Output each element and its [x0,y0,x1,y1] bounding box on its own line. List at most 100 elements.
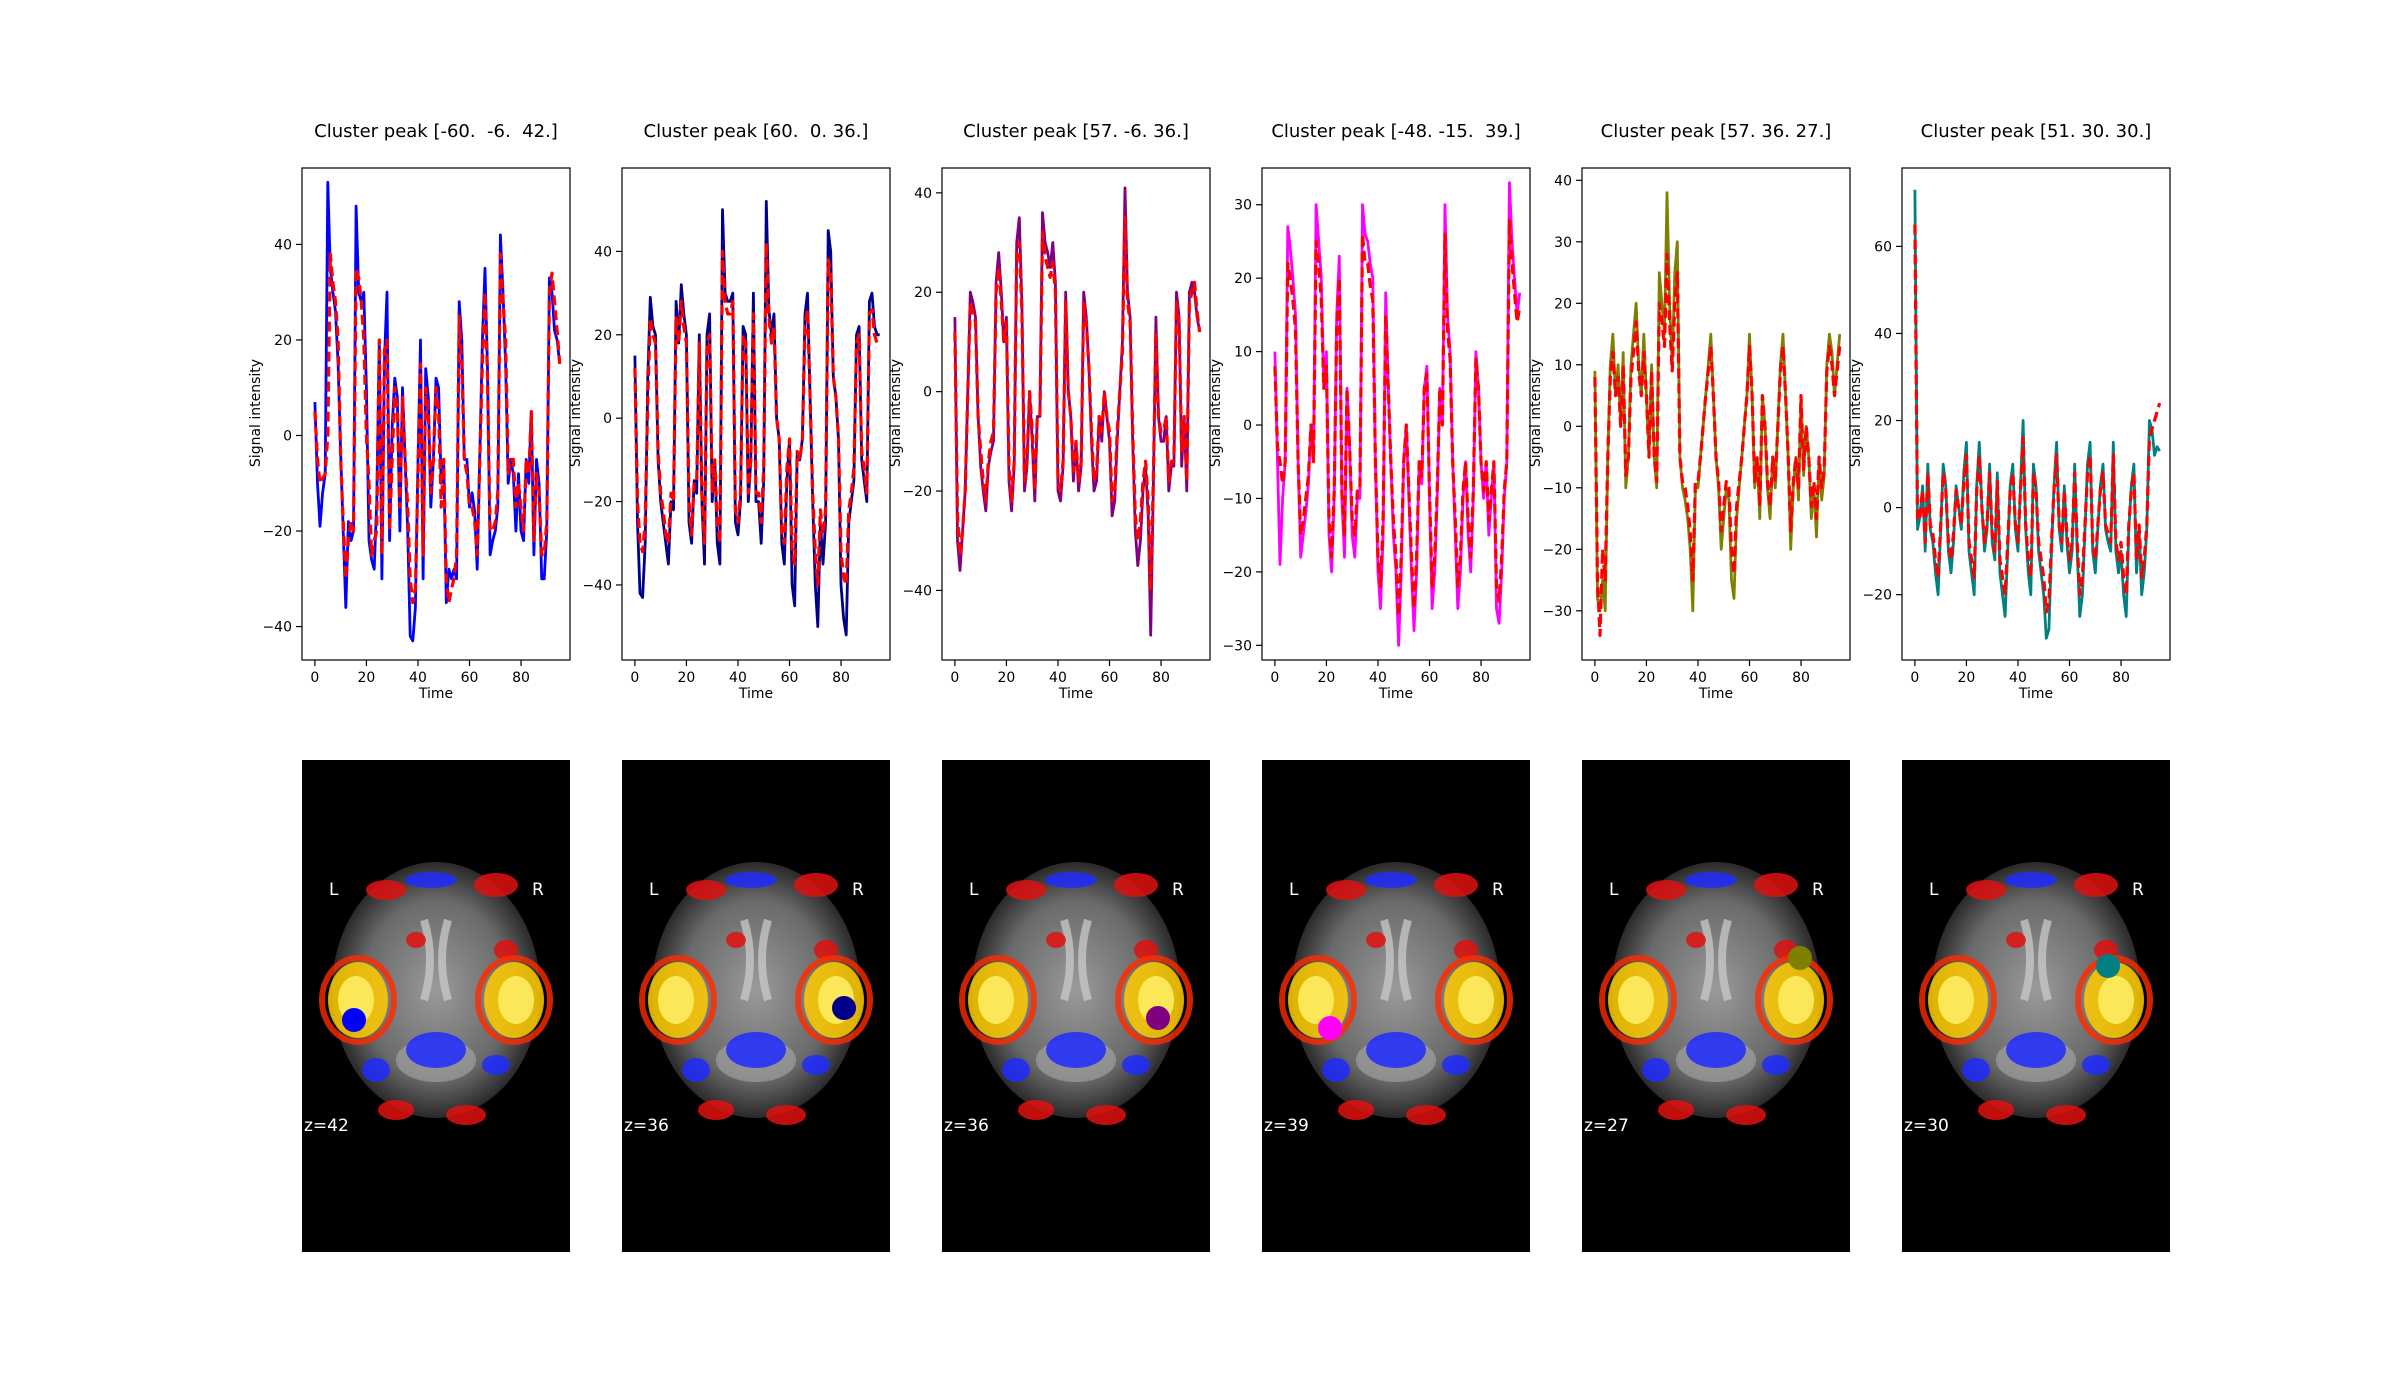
activation-blob [1458,976,1494,1024]
activation-blob [474,873,518,897]
chart-title: Cluster peak [-60. -6. 42.] [314,121,558,142]
activation-blob [1646,880,1686,900]
activation-blob [725,872,777,888]
x-tick-label: 80 [832,670,850,686]
activation-blob [2074,873,2118,897]
y-tick-label: 20 [594,328,612,344]
x-tick-label: 0 [1270,670,1279,686]
activation-blob [362,1058,390,1082]
x-tick-label: 0 [1910,670,1919,686]
cluster-peak-marker [2096,954,2120,978]
brain-slice [1612,862,1820,1118]
y-tick-label: −30 [1222,638,1252,654]
brain-image [639,862,873,1125]
x-tick-label: 80 [2112,670,2130,686]
y-tick-label: 0 [923,385,932,401]
plot-frame [1581,167,1851,661]
right-orientation-label: R [1492,880,1504,900]
activation-blob [1002,1058,1030,1082]
activation-blob [1366,1032,1426,1068]
x-tick-label: 40 [729,670,747,686]
y-tick-label: 0 [1883,501,1892,517]
y-tick-label: 20 [914,285,932,301]
chart-title: Cluster peak [57. 36. 27.] [1600,121,1832,142]
cluster-peak-marker [832,996,856,1020]
brain-image [1279,862,1513,1125]
y-axis-label: Signal intensity [888,358,904,468]
y-tick-label: 0 [603,411,612,427]
slice-coordinate-label: z=36 [624,1116,669,1136]
y-tick-label: 0 [1563,419,1572,435]
activation-blob [1686,932,1706,948]
activation-blob [1326,880,1366,900]
activation-blob [1018,1100,1054,1120]
activation-blob [1642,1058,1670,1082]
activation-blob [726,932,746,948]
activation-blob [1134,940,1158,960]
x-tick-label: 40 [1049,670,1067,686]
chart-title: Cluster peak [-48. -15. 39.] [1271,121,1521,142]
activation-blob [1045,872,1097,888]
line-chart: 0 20 40 60 80 −30 −20 −10 0 10 20 30 [1222,167,1531,686]
y-tick-label: 40 [1874,326,1892,342]
plot-frame [301,167,571,661]
activation-blob [406,1032,466,1068]
activation-blob [1114,873,1158,897]
activation-blob [658,976,694,1024]
y-tick-label: −20 [1862,588,1892,604]
brain-image [1599,862,1833,1125]
activation-blob [1366,932,1386,948]
y-tick-label: −20 [262,524,292,540]
activation-blob [1365,872,1417,888]
activation-blob [2082,1055,2110,1075]
activation-blob [1754,873,1798,897]
right-orientation-label: R [852,880,864,900]
cluster-peak-marker [1146,1006,1170,1030]
y-tick-label: 20 [1874,414,1892,430]
y-tick-label: 20 [1554,296,1572,312]
activation-blob [1962,1058,1990,1082]
activation-blob [1046,932,1066,948]
x-tick-label: 60 [1101,670,1119,686]
y-tick-label: 0 [283,428,292,444]
right-orientation-label: R [1172,880,1184,900]
activation-blob [1046,1032,1106,1068]
left-orientation-label: L [1609,880,1619,900]
activation-blob [1938,976,1974,1024]
x-axis-label: Time [738,686,774,702]
activation-blob [698,1100,734,1120]
x-tick-label: 0 [1590,670,1599,686]
x-tick-label: 20 [998,670,1016,686]
x-tick-label: 80 [512,670,530,686]
brain-slice [1932,862,2140,1118]
left-orientation-label: L [329,880,339,900]
plot-frame [941,167,1211,661]
activation-blob [1006,880,1046,900]
y-tick-label: −40 [262,620,292,636]
chart-title: Cluster peak [51. 30. 30.] [1920,121,2152,142]
activation-blob [2046,1105,2086,1125]
y-tick-label: −10 [1222,491,1252,507]
activation-blob [1726,1105,1766,1125]
x-axis-label: Time [1698,686,1734,702]
plot-frame [621,167,891,661]
chart-title: Cluster peak [60. 0. 36.] [643,121,869,142]
activation-blob [1434,873,1478,897]
x-tick-label: 20 [1318,670,1336,686]
y-axis-label: Signal intensity [1528,358,1544,468]
slice-coordinate-label: z=30 [1904,1116,1949,1136]
x-axis-label: Time [2018,686,2054,702]
y-axis-label: Signal intensity [568,358,584,468]
y-axis-label: Signal intensity [248,358,264,468]
series-line-dashed [633,241,880,587]
series-line [313,180,562,643]
x-tick-label: 60 [1741,670,1759,686]
x-tick-label: 20 [1638,670,1656,686]
y-tick-label: −40 [902,583,932,599]
y-tick-label: −30 [1542,604,1572,620]
y-tick-label: 40 [274,237,292,253]
activation-blob [1338,1100,1374,1120]
plot-frame [1261,167,1531,661]
